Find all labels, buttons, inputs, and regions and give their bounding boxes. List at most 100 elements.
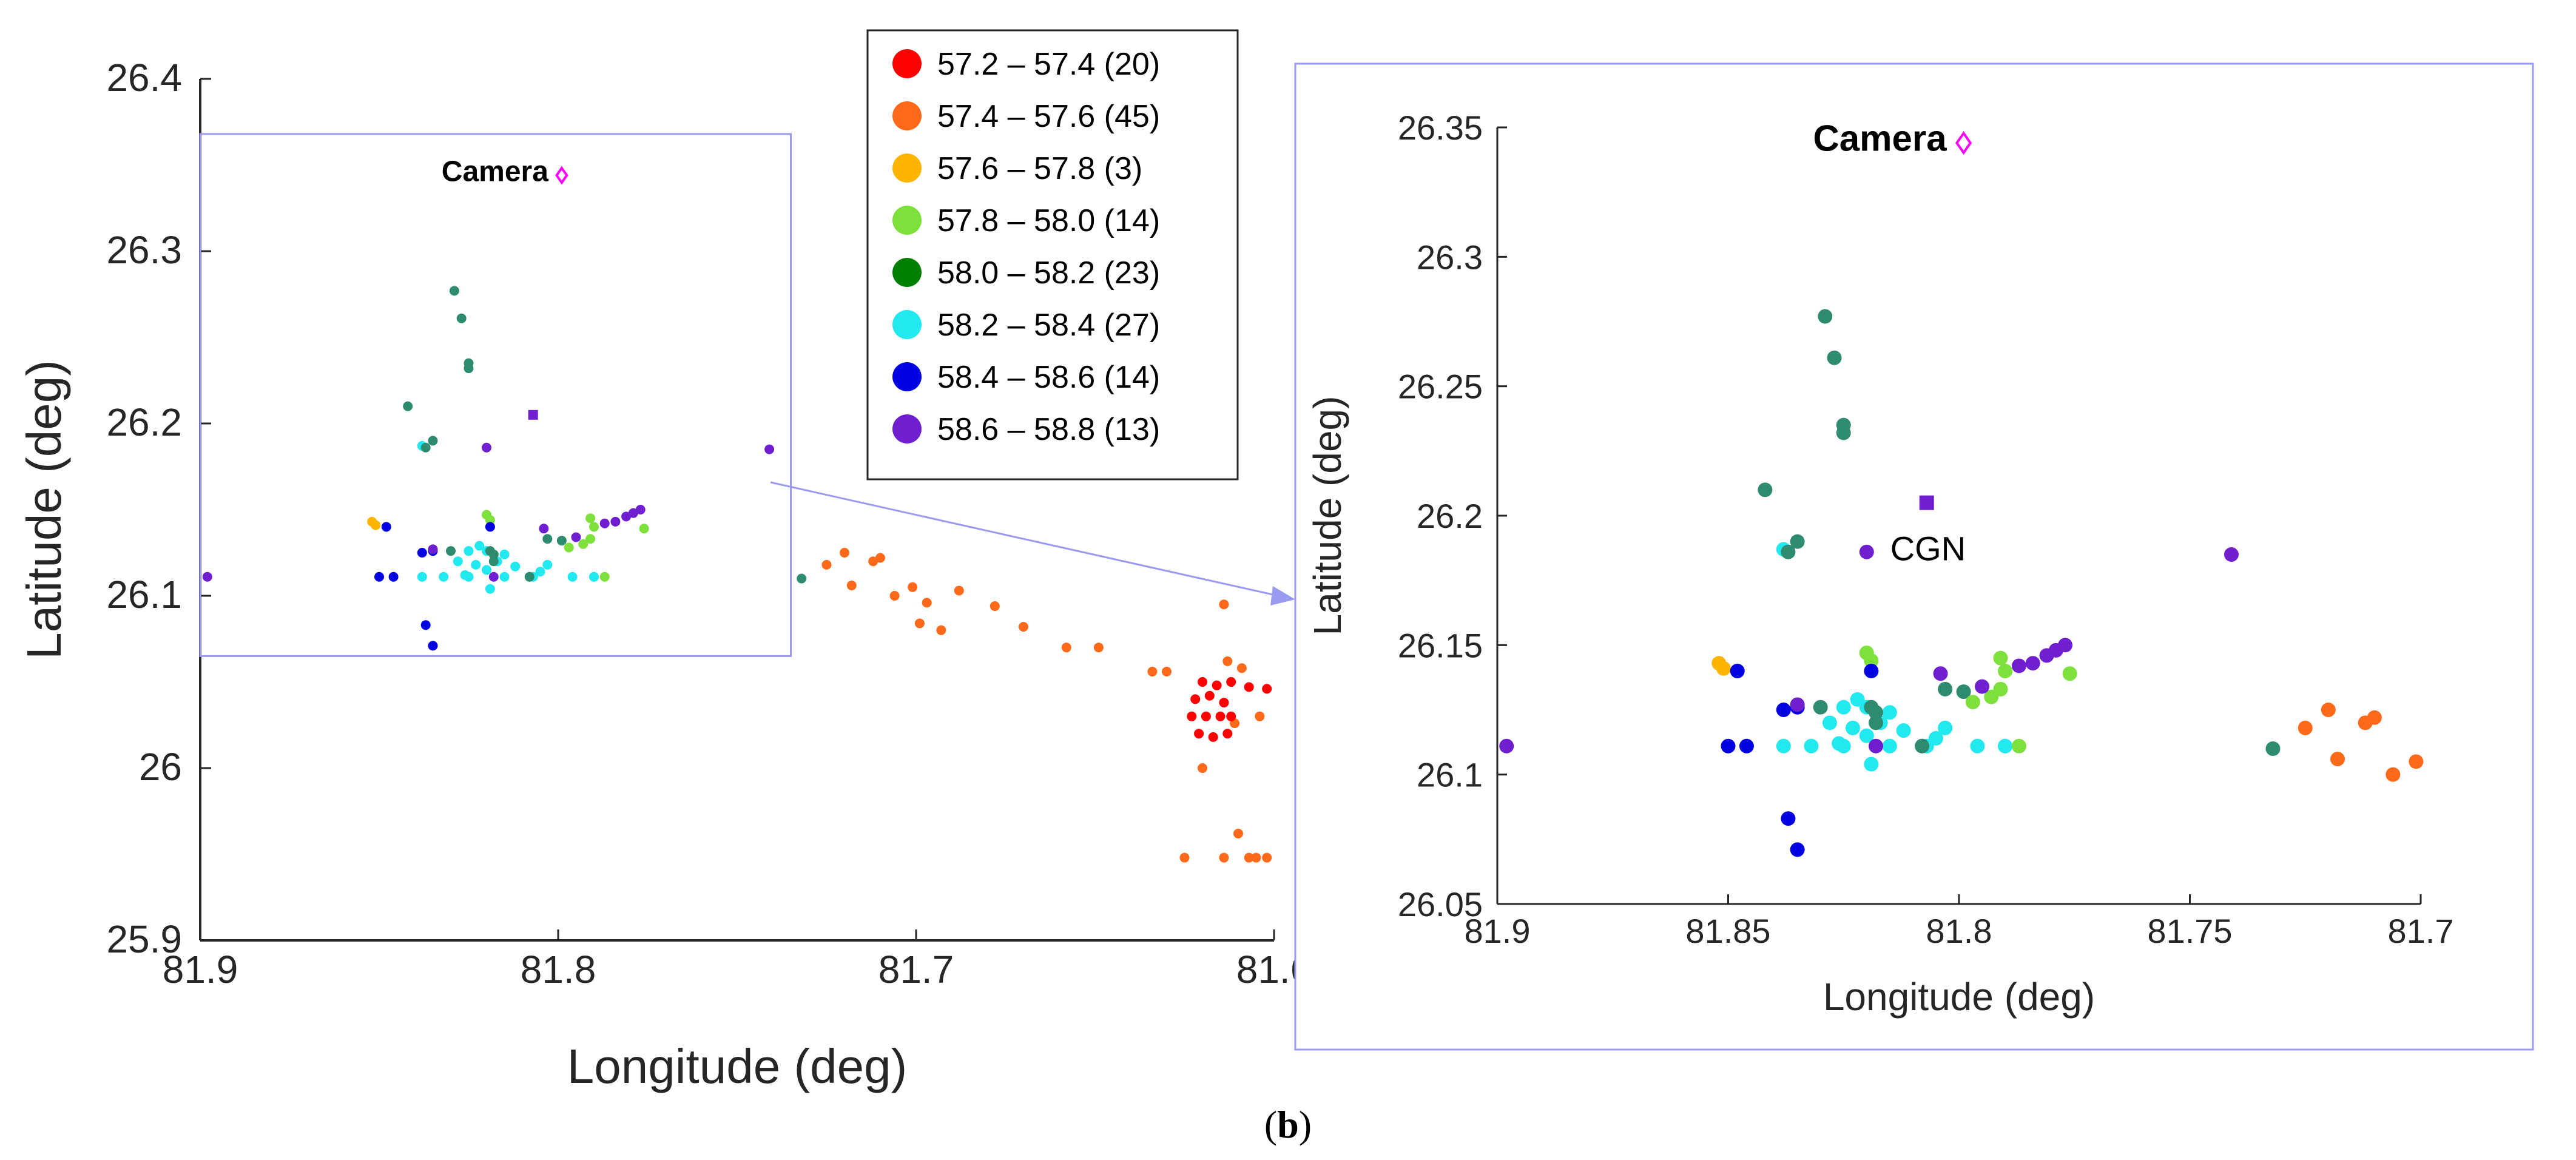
inset-x-tick-label: 81.7: [2388, 912, 2454, 950]
legend-swatch: [892, 258, 922, 287]
data-point: [2265, 741, 2281, 756]
data-point: [202, 572, 212, 582]
data-point: [1226, 677, 1236, 687]
data-point: [2385, 767, 2401, 782]
data-point: [1938, 720, 1953, 735]
caption-close-paren: ): [1299, 1103, 1312, 1146]
data-point: [1758, 482, 1773, 497]
data-point: [1869, 705, 1884, 720]
inset-camera-label: Camera: [1813, 118, 1947, 158]
data-point: [1790, 842, 1805, 857]
data-point: [417, 548, 427, 558]
data-point: [1864, 664, 1879, 678]
legend-label: 57.4 – 57.6 (45): [937, 99, 1160, 134]
data-point: [1998, 664, 2013, 678]
data-point: [1864, 653, 1879, 668]
data-point: [764, 444, 775, 454]
main-camera-label: Camera: [442, 156, 548, 188]
data-point: [1190, 694, 1201, 704]
data-point: [428, 544, 438, 555]
data-point: [610, 516, 621, 527]
data-point: [797, 573, 807, 584]
data-point: [1244, 682, 1254, 692]
inset-y-tick-label: 26.2: [1417, 497, 1483, 535]
data-point: [1869, 715, 1884, 730]
inset-y-tick-label: 26.15: [1398, 626, 1483, 664]
data-point: [528, 410, 538, 420]
data-point: [460, 570, 470, 580]
data-point: [439, 572, 449, 582]
legend-items: 57.2 – 57.4 (20) 57.4 – 57.6 (45) 57.6 – 5…: [892, 47, 1160, 447]
main-y-tick-label: 26: [139, 745, 182, 789]
data-point: [2011, 738, 2026, 754]
data-point: [2358, 715, 2373, 730]
data-point: [1194, 729, 1204, 739]
data-point: [1244, 852, 1254, 863]
data-point: [2025, 656, 2040, 671]
data-point: [464, 546, 474, 556]
data-point: [1790, 534, 1805, 549]
data-point: [1226, 711, 1236, 721]
legend-label: 58.2 – 58.4 (27): [937, 308, 1160, 343]
camera-diamond-icon: [1955, 131, 1972, 155]
data-point: [599, 518, 610, 528]
data-point: [1198, 677, 1207, 687]
data-point: [2011, 658, 2026, 673]
data-point: [1827, 350, 1842, 365]
data-point: [1993, 650, 2008, 666]
data-point: [1822, 715, 1837, 730]
data-point: [1896, 723, 1911, 738]
data-point: [1219, 698, 1229, 708]
data-point: [589, 572, 599, 582]
data-point: [578, 539, 588, 549]
main-y-tick-label: 26.2: [106, 400, 182, 444]
data-point: [1721, 738, 1736, 754]
data-point: [417, 572, 427, 582]
zoom-box: [199, 133, 792, 657]
main-y-tick-label: 25.9: [106, 917, 182, 961]
data-point: [846, 580, 857, 590]
inset-camera-marker: [1955, 131, 1972, 155]
legend-swatch: [892, 153, 922, 183]
data-point: [990, 601, 1000, 612]
legend-label: 57.6 – 57.8 (3): [937, 151, 1142, 186]
legend-swatch: [892, 49, 922, 78]
data-point: [485, 515, 495, 525]
data-point: [1975, 679, 1990, 694]
data-point: [1804, 738, 1819, 754]
cgn-label: CGN: [1890, 530, 1966, 568]
data-point: [449, 286, 459, 296]
data-point: [482, 565, 491, 575]
data-point: [388, 572, 399, 582]
data-point: [474, 541, 485, 551]
data-point: [1739, 738, 1754, 754]
data-point: [1233, 828, 1243, 838]
data-point: [2321, 703, 2336, 717]
data-point: [1236, 663, 1247, 673]
data-point: [1933, 666, 1948, 681]
data-point: [635, 505, 646, 514]
inset-x-tick-label: 81.9: [1465, 912, 1531, 950]
legend-swatch: [892, 362, 922, 391]
legend-frame: [866, 29, 1239, 481]
inset-x-tick-label: 81.75: [2147, 912, 2232, 950]
data-point: [1093, 642, 1104, 653]
data-point: [599, 572, 610, 582]
main-y-tick-label: 26.4: [106, 56, 182, 99]
zoom-arrow-head: [1270, 586, 1295, 605]
inset-points: [1499, 309, 2424, 857]
inset-x-ticks: 81.9 81.85 81.8 81.75 81.7: [1465, 894, 2454, 950]
data-point: [840, 548, 849, 558]
data-point: [1208, 732, 1218, 742]
data-point: [1813, 700, 1828, 715]
data-point: [1818, 309, 1833, 324]
data-point: [1204, 690, 1215, 701]
data-point: [1781, 811, 1796, 826]
data-point: [1919, 495, 1934, 510]
data-point: [1832, 736, 1847, 751]
data-point: [2058, 638, 2073, 653]
data-point: [1859, 544, 1874, 559]
data-point: [1716, 661, 1731, 676]
main-x-ticks: 81.9 81.8 81.7 81.6: [163, 929, 1312, 991]
data-point: [371, 520, 381, 530]
